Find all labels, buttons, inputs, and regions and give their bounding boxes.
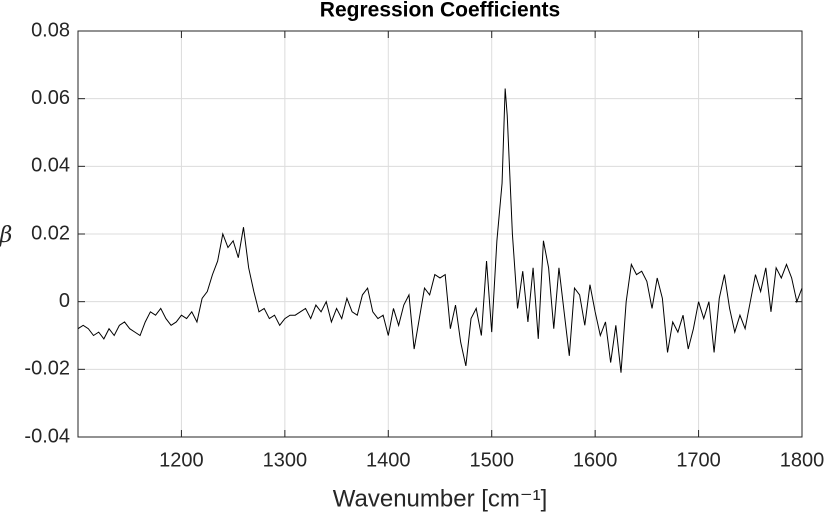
y-tick-label: 0.04 (31, 155, 70, 177)
y-tick-label: 0.02 (31, 222, 70, 244)
x-tick-label: 1500 (469, 449, 514, 471)
x-tick-label: 1200 (159, 449, 204, 471)
x-tick-label: 1400 (366, 449, 411, 471)
y-tick-label: 0.08 (31, 19, 70, 41)
y-tick-label: -0.02 (24, 358, 70, 380)
x-tick-label: 1700 (676, 449, 721, 471)
data-line (77, 88, 803, 373)
x-axis-label: Wavenumber [cm⁻¹] (333, 485, 548, 512)
plot-frame (77, 30, 803, 438)
chart-title: Regression Coefficients (320, 0, 560, 22)
x-tick-label: 1600 (573, 449, 618, 471)
y-tick-label: -0.04 (24, 425, 70, 447)
y-tick-label: 0.06 (31, 87, 70, 109)
x-tick-label: 1300 (263, 449, 308, 471)
y-tick-label: 0 (59, 290, 70, 312)
x-tick-label: 1800 (780, 449, 825, 471)
y-axis-label: β (0, 223, 12, 248)
